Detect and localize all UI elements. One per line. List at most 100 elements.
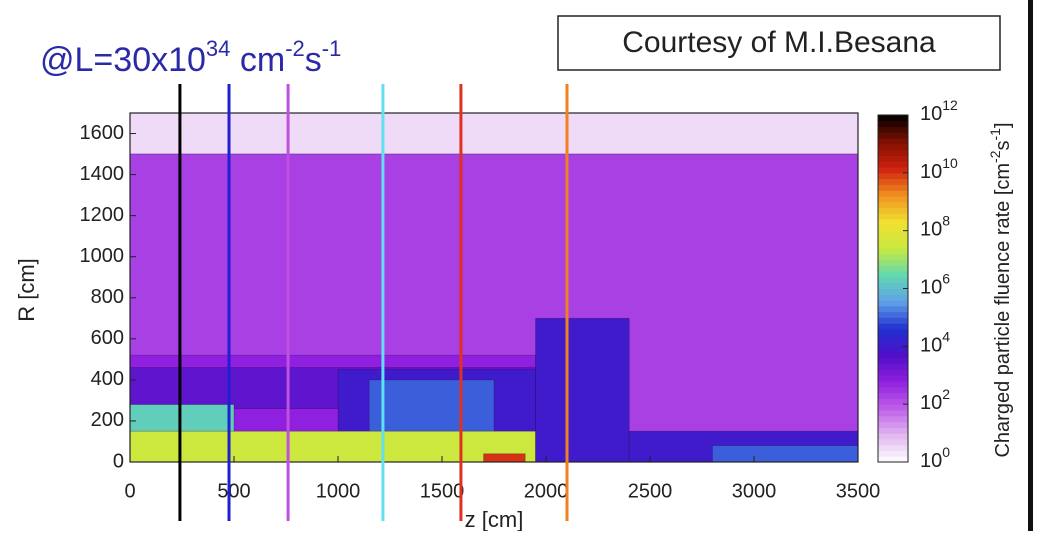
colorbar-step: [878, 409, 908, 417]
colorbar-step: [878, 375, 908, 382]
colorbar-tick-base: 10: [920, 103, 942, 125]
colorbar-tick-label: 1010: [920, 155, 958, 184]
colorbar-step: [878, 317, 908, 324]
colorbar-step: [878, 363, 908, 370]
colorbar-label: Charged particle fluence rate [cm-2s-1]: [987, 122, 1015, 457]
colorbar-tick-label: 102: [920, 386, 950, 415]
colorbar-tick-base: 10: [920, 392, 942, 414]
title-superscript: 34: [206, 36, 230, 61]
colorbar-step: [878, 207, 908, 214]
annotation: Courtesy of M.I.Besana: [622, 26, 936, 59]
x-tick-label: 1000: [316, 480, 361, 502]
frame-edge: [1028, 0, 1033, 531]
colorbar-step: [878, 392, 908, 399]
colorbar-step: [878, 259, 908, 266]
colorbar-step: [878, 438, 908, 446]
colorbar-step: [878, 352, 908, 359]
colorbar-step: [878, 138, 908, 145]
colorbar-tick-base: 10: [920, 450, 942, 472]
colorbar-step: [878, 230, 908, 237]
colorbar-step: [878, 340, 908, 347]
colorbar-tick-base: 10: [920, 161, 942, 183]
colorbar-step: [878, 242, 908, 249]
colorbar-tick-base: 10: [920, 219, 942, 241]
x-tick-label: 500: [217, 480, 250, 502]
y-tick-label: 800: [91, 286, 124, 308]
colorbar-step: [878, 265, 908, 272]
colorbar-step: [878, 398, 908, 405]
title-text: cm: [230, 41, 285, 79]
y-tick-label: 1000: [80, 245, 125, 267]
x-tick-label: 0: [124, 480, 135, 502]
colorbar-step: [878, 248, 908, 255]
colorbar-tick-label: 106: [920, 270, 950, 299]
y-tick-label: 0: [113, 450, 124, 472]
colorbar-step: [878, 190, 908, 197]
colorbar-tick-exponent: 4: [942, 328, 950, 344]
colorbar-step: [878, 415, 908, 423]
x-tick-label: 2500: [628, 480, 673, 502]
colorbar-step: [878, 369, 908, 376]
x-tick-label: 3000: [732, 480, 777, 502]
colorbar-step: [878, 155, 908, 162]
colorbar-step: [878, 456, 908, 463]
y-tick-label: 1400: [80, 163, 125, 185]
colorbar-tick-exponent: 0: [942, 444, 950, 460]
colorbar-step: [878, 433, 908, 440]
colorbar-step: [878, 328, 908, 336]
y-tick-label: 600: [91, 327, 124, 349]
colorbar-step: [878, 271, 908, 278]
colorbar-step: [878, 276, 908, 284]
colorbar-tick-label: 108: [920, 212, 950, 241]
colorbar-step: [878, 288, 908, 295]
colorbar-step: [878, 236, 908, 243]
y-tick-label: 400: [91, 368, 124, 390]
colorbar-step: [878, 213, 908, 220]
colorbar-step: [878, 404, 908, 411]
colorbar-step: [878, 201, 908, 209]
colorbar-step: [878, 115, 908, 122]
colorbar-step: [878, 357, 908, 365]
colorbar-step: [878, 427, 908, 434]
colorbar-step: [878, 300, 908, 307]
y-tick-label: 1200: [80, 204, 125, 226]
heat-region: [712, 445, 859, 463]
colorbar-step: [878, 311, 908, 318]
colorbar-tick-label: 100: [920, 444, 950, 473]
colorbar-label-text: Charged particle fluence rate [cm: [992, 163, 1014, 458]
colorbar-step: [878, 172, 908, 180]
colorbar-tick-exponent: 2: [942, 386, 950, 402]
heat-region: [535, 317, 630, 463]
colorbar-tick-label: 104: [920, 328, 950, 357]
annotation-box: [557, 15, 1001, 71]
colorbar-tick-exponent: 12: [942, 97, 958, 113]
heat-region: [129, 112, 859, 155]
x-tick-label: 2000: [524, 480, 569, 502]
colorbar-step: [878, 178, 908, 185]
colorbar-label-superscript: -1: [987, 128, 1003, 141]
colorbar-label-text: s: [992, 140, 1014, 150]
colorbar-step: [878, 120, 908, 128]
colorbar-step: [878, 386, 908, 394]
colorbar-step: [878, 167, 908, 174]
colorbar-step: [878, 323, 908, 330]
colorbar-tick-label: 1012: [920, 97, 958, 126]
heat-region: [483, 453, 526, 463]
colorbar-step: [878, 126, 908, 133]
colorbar-step: [878, 305, 908, 313]
colorbar-step: [878, 184, 908, 191]
colorbar-step: [878, 381, 908, 388]
colorbar-tick-exponent: 6: [942, 270, 950, 286]
colorbar-step: [878, 346, 908, 353]
colorbar-step: [878, 421, 908, 428]
colorbar-step: [878, 161, 908, 168]
colorbar-step: [878, 143, 908, 151]
x-tick-label: 3500: [836, 480, 881, 502]
colorbar-step: [878, 334, 908, 342]
colorbar-step: [878, 149, 908, 156]
colorbar-step: [878, 195, 908, 203]
colorbar-step: [878, 282, 908, 289]
colorbar-step: [878, 444, 908, 451]
title-superscript: -2: [285, 36, 305, 61]
colorbar-step: [878, 132, 908, 139]
